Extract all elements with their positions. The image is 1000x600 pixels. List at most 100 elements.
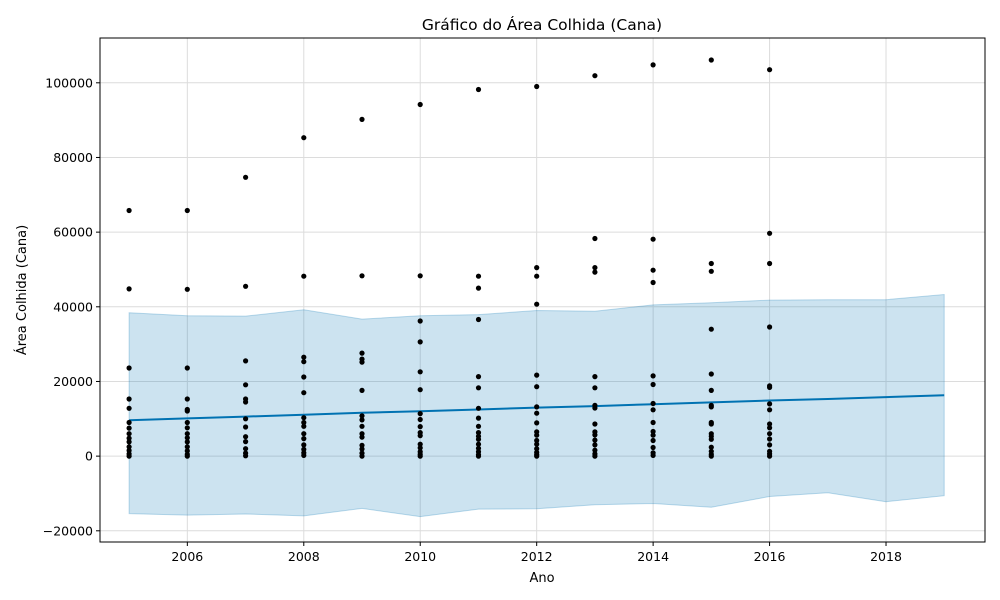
data-point <box>650 62 656 68</box>
data-point <box>475 423 482 429</box>
data-point <box>767 230 773 236</box>
data-point <box>126 365 132 371</box>
data-point <box>184 444 190 450</box>
plot-frame <box>99 37 986 543</box>
data-point <box>534 273 540 279</box>
data-point <box>650 373 656 379</box>
data-point <box>243 439 249 445</box>
data-point <box>184 453 190 459</box>
data-point <box>708 260 714 267</box>
data-point <box>417 339 423 345</box>
y-axis-ticks: −20000 0 20000 40000 60000 80000 100000 <box>43 75 100 538</box>
data-point <box>417 273 423 279</box>
x-tick-label: 2018 <box>870 549 902 564</box>
data-point <box>475 385 482 391</box>
data-point <box>184 408 190 414</box>
data-point <box>708 371 714 377</box>
data-point <box>301 359 307 365</box>
data-point <box>417 318 423 324</box>
data-point <box>708 444 714 450</box>
data-point <box>650 267 656 273</box>
data-point <box>417 445 423 451</box>
y-axis-label: Área Colhida (Cana) <box>14 225 30 355</box>
data-point <box>592 73 598 79</box>
data-point <box>184 207 190 214</box>
data-point <box>359 434 365 440</box>
data-point <box>184 365 190 371</box>
data-point <box>243 453 249 459</box>
data-point <box>534 83 540 90</box>
x-tick-label: 2008 <box>288 549 320 564</box>
data-point <box>126 405 132 411</box>
data-point <box>767 67 773 73</box>
data-point <box>592 265 598 271</box>
data-point <box>650 407 656 413</box>
data-point <box>650 452 656 458</box>
data-point <box>243 434 249 440</box>
data-point <box>534 384 540 390</box>
data-point <box>767 384 773 390</box>
data-point <box>417 101 423 108</box>
data-point <box>534 446 540 452</box>
x-tick-label: 2006 <box>171 549 203 564</box>
data-point <box>767 260 773 267</box>
data-point <box>767 425 773 431</box>
data-point <box>475 316 482 323</box>
data-point <box>592 421 598 427</box>
data-point <box>184 439 190 445</box>
data-point <box>126 286 132 292</box>
data-point <box>534 453 540 459</box>
data-point <box>534 404 540 410</box>
data-point <box>650 381 656 388</box>
data-point <box>184 396 190 402</box>
data-point <box>417 441 423 447</box>
data-point <box>708 404 714 410</box>
data-point <box>767 431 773 437</box>
data-point <box>475 453 482 459</box>
data-point <box>767 453 773 459</box>
data-point <box>708 57 714 63</box>
data-point <box>301 354 307 360</box>
data-point <box>184 425 190 431</box>
x-tick-label: 2012 <box>521 549 553 564</box>
data-points <box>126 57 773 459</box>
data-point <box>301 419 307 426</box>
data-point <box>126 439 132 445</box>
data-point <box>534 432 540 438</box>
data-point <box>767 407 773 413</box>
data-point <box>301 273 307 279</box>
data-point <box>126 207 132 214</box>
data-point <box>592 269 598 275</box>
data-point <box>534 410 540 416</box>
data-point <box>126 431 132 437</box>
y-tick-label: −20000 <box>43 523 93 538</box>
data-point <box>650 419 656 426</box>
data-point <box>767 436 773 442</box>
data-point <box>534 301 540 307</box>
data-point <box>126 419 132 426</box>
y-tick-label: 100000 <box>45 75 93 90</box>
data-point <box>301 135 307 141</box>
data-point <box>301 390 307 396</box>
x-axis-label: Ano <box>529 571 554 586</box>
data-point <box>359 417 365 423</box>
data-point <box>417 453 423 459</box>
data-point <box>534 441 540 447</box>
data-point <box>243 399 249 405</box>
data-point <box>592 374 598 380</box>
data-point <box>359 413 365 419</box>
y-tick-label: 80000 <box>53 150 93 165</box>
data-point <box>301 431 307 437</box>
data-point <box>592 385 598 391</box>
data-point <box>417 369 423 375</box>
data-point <box>184 286 190 292</box>
data-point <box>301 452 307 458</box>
data-point <box>475 285 482 291</box>
data-point <box>184 419 190 426</box>
data-point <box>417 387 423 393</box>
data-point <box>592 235 598 242</box>
data-point <box>243 446 249 452</box>
data-point <box>359 442 365 448</box>
